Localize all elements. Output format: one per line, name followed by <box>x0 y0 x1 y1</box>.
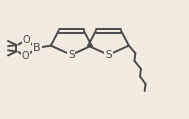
Text: O: O <box>23 35 30 45</box>
Text: B: B <box>33 43 41 53</box>
Text: O: O <box>22 51 29 61</box>
Text: S: S <box>105 50 112 60</box>
Text: S: S <box>68 50 74 60</box>
